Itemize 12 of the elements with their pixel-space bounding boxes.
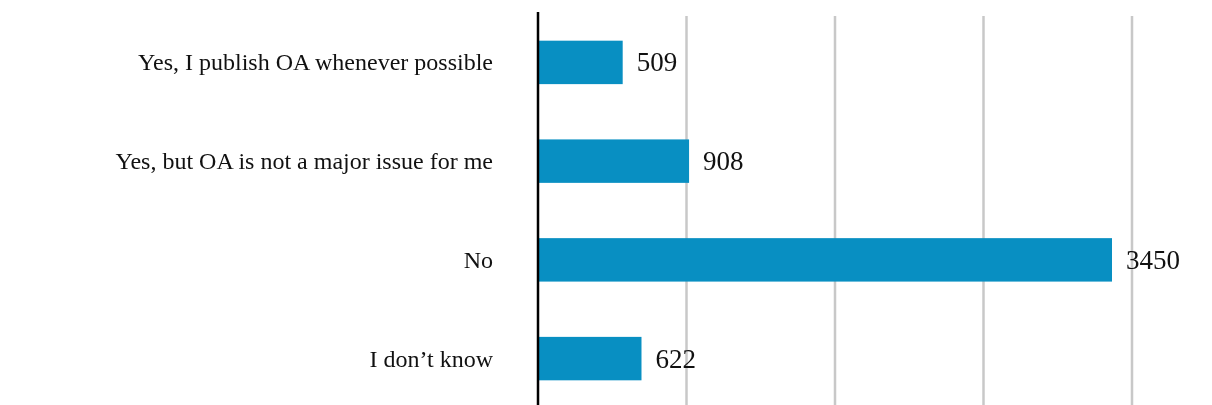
data-label: 908 xyxy=(703,146,744,177)
bar xyxy=(538,139,690,183)
y-tick-label: I don’t know xyxy=(369,345,494,372)
data-label: 622 xyxy=(655,343,696,374)
y-tick-label: Yes, but OA is not a major issue for me xyxy=(115,148,493,175)
data-label: 509 xyxy=(636,47,678,78)
bar xyxy=(538,40,623,85)
bar xyxy=(538,336,642,381)
bar xyxy=(538,238,1112,282)
y-tick-label: Yes, I publish OA whenever possible xyxy=(138,49,493,76)
data-label: 3450 xyxy=(1126,244,1180,275)
y-tick-label: No xyxy=(463,246,493,273)
